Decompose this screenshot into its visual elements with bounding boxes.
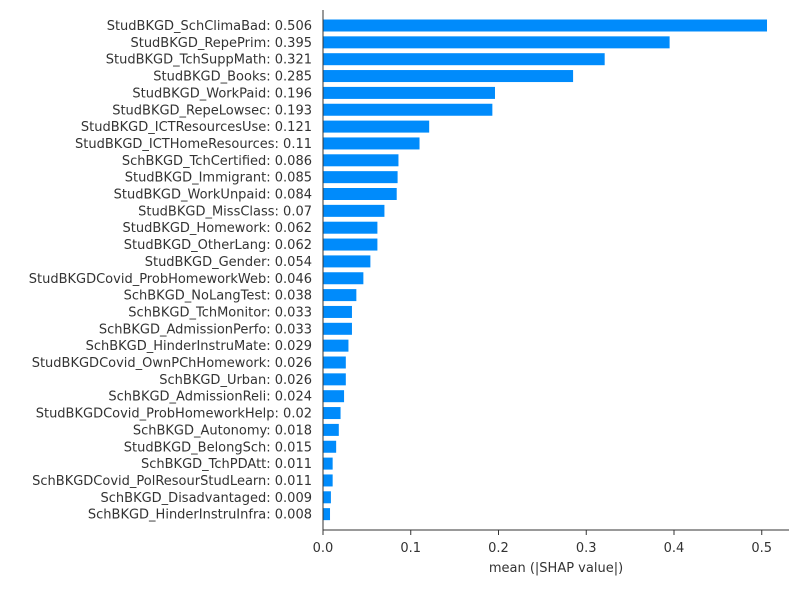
- bar: [323, 120, 430, 133]
- category-label: StudBKGD_Gender: 0.054: [145, 255, 312, 270]
- category-label: SchBKGD_Urban: 0.026: [159, 373, 312, 388]
- x-ticks-group: 0.0 0.1 0.2 0.3 0.4 0.5: [313, 530, 772, 556]
- category-label: StudBKGD_RepeLowsec: 0.193: [112, 103, 312, 118]
- x-axis-label: mean (|SHAP value|): [489, 561, 623, 576]
- bar: [323, 171, 398, 184]
- category-label: SchBKGD_NoLangTest: 0.038: [124, 289, 312, 304]
- x-tick-label: 0.4: [664, 541, 685, 556]
- category-label: StudBKGDCovid_ProbHomeworkHelp: 0.02: [36, 407, 312, 422]
- bar: [323, 440, 337, 453]
- bar: [323, 457, 333, 470]
- category-label: StudBKGD_SchClimaBad: 0.506: [107, 19, 312, 34]
- bar: [323, 390, 345, 403]
- x-tick-label: 0.5: [751, 541, 772, 556]
- bar: [323, 70, 574, 83]
- bar: [323, 407, 341, 420]
- bars-group: [323, 19, 768, 521]
- x-tick-label: 0.0: [313, 541, 334, 556]
- category-label: StudBKGD_TchSuppMath: 0.321: [106, 53, 312, 68]
- bar: [323, 305, 352, 318]
- bar: [323, 423, 339, 436]
- bar: [323, 188, 397, 200]
- category-label: StudBKGD_Books: 0.285: [153, 70, 312, 85]
- bar: [323, 154, 399, 167]
- bar: [323, 255, 371, 268]
- bar: [323, 508, 331, 521]
- category-label: StudBKGD_OtherLang: 0.062: [124, 238, 312, 253]
- category-label: SchBKGD_TchCertified: 0.086: [122, 154, 312, 169]
- category-label: SchBKGDCovid_PolResourStudLearn: 0.011: [32, 474, 312, 489]
- category-label: SchBKGD_AdmissionReli: 0.024: [108, 390, 312, 405]
- bar: [323, 272, 364, 285]
- category-label: SchBKGD_Disadvantaged: 0.009: [101, 491, 312, 506]
- bar: [323, 137, 420, 150]
- bar: [323, 322, 352, 335]
- bar: [323, 474, 333, 487]
- category-labels: StudBKGD_SchClimaBad: 0.506 StudBKGD_Repe…: [29, 19, 312, 523]
- x-tick-label: 0.2: [488, 541, 509, 556]
- category-label: SchBKGD_HinderInstruMate: 0.029: [86, 339, 312, 354]
- bar: [323, 19, 768, 32]
- bar: [323, 36, 670, 49]
- bar: [323, 221, 378, 234]
- category-label: StudBKGD_MissClass: 0.07: [138, 204, 312, 219]
- bar: [323, 491, 331, 504]
- category-label: SchBKGD_TchMonitor: 0.033: [128, 305, 312, 320]
- category-label: StudBKGD_Immigrant: 0.085: [125, 171, 312, 186]
- category-label: StudBKGD_ICTResourcesUse: 0.121: [81, 120, 312, 135]
- bar: [323, 204, 385, 217]
- bar: [323, 53, 605, 66]
- x-tick-label: 0.3: [576, 541, 597, 556]
- category-label: StudBKGDCovid_OwnPChHomework: 0.026: [32, 356, 312, 371]
- bar: [323, 238, 378, 251]
- x-tick-label: 0.1: [400, 541, 421, 556]
- category-label: StudBKGD_WorkUnpaid: 0.084: [114, 188, 312, 203]
- category-label: SchBKGD_Autonomy: 0.018: [133, 423, 312, 438]
- bar: [323, 103, 493, 116]
- bar: [323, 356, 346, 369]
- category-label: SchBKGD_HinderInstruInfra: 0.008: [88, 508, 312, 523]
- bar: [323, 289, 357, 302]
- bar: [323, 373, 346, 386]
- category-label: SchBKGD_AdmissionPerfo: 0.033: [99, 322, 312, 337]
- category-label: StudBKGD_BelongSch: 0.015: [124, 440, 312, 455]
- category-label: SchBKGD_TchPDAtt: 0.011: [141, 457, 312, 472]
- bar: [323, 86, 495, 99]
- category-label: StudBKGD_Homework: 0.062: [123, 221, 312, 236]
- bar: [323, 339, 349, 352]
- category-label: StudBKGD_WorkPaid: 0.196: [132, 86, 312, 101]
- category-label: StudBKGDCovid_ProbHomeworkWeb: 0.046: [29, 272, 312, 287]
- category-label: StudBKGD_ICTHomeResources: 0.11: [75, 137, 312, 152]
- category-label: StudBKGD_RepePrim: 0.395: [130, 36, 312, 51]
